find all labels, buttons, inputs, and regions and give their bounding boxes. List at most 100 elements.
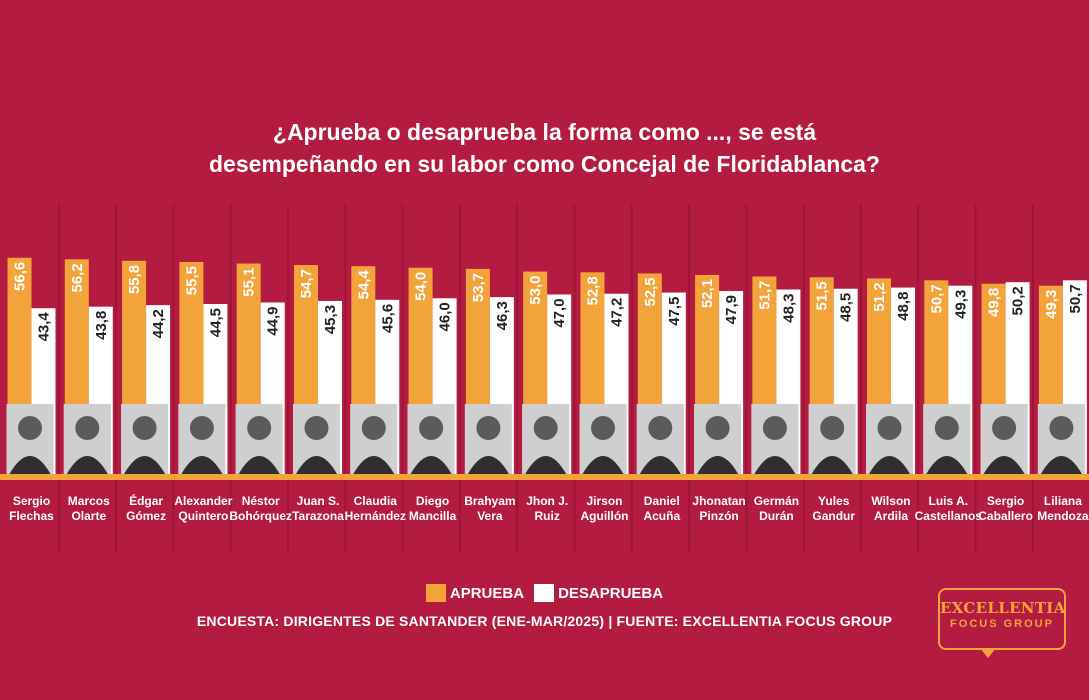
- value-label-desaprueba: 47,9: [723, 295, 740, 324]
- portrait-body: [410, 456, 452, 474]
- portrait-body: [811, 456, 853, 474]
- category-label-first: Jirson: [586, 494, 622, 508]
- portrait-face: [1049, 416, 1074, 440]
- category-label-last: Gómez: [126, 509, 166, 523]
- category-label-first: Jhon J.: [526, 494, 568, 508]
- portrait-body: [296, 456, 337, 474]
- category-label-first: Yules: [818, 494, 850, 508]
- value-label-aprueba: 52,8: [585, 276, 602, 305]
- category-label-first: Luis A.: [929, 494, 969, 508]
- category-label-last: Gandur: [812, 509, 855, 523]
- value-label-aprueba: 54,0: [413, 272, 430, 301]
- portrait-face: [762, 416, 787, 440]
- portrait-face: [877, 416, 902, 440]
- category-label-last: Quintero: [178, 509, 228, 523]
- category-label-last: Bohórquez: [229, 509, 292, 523]
- value-label-aprueba: 51,2: [871, 282, 888, 311]
- value-label-desaprueba: 47,5: [666, 297, 683, 326]
- category-label-first: Diego: [416, 494, 449, 508]
- category-label-last: Olarte: [71, 509, 106, 523]
- portrait-face: [591, 416, 615, 440]
- portrait-body: [983, 456, 1025, 474]
- category-label-first: Néstor: [242, 494, 280, 508]
- value-label-desaprueba: 47,0: [551, 298, 568, 327]
- category-label-first: Liliana: [1044, 494, 1082, 508]
- portrait-face: [18, 416, 42, 440]
- category-label-first: Wilson: [871, 494, 910, 508]
- chart-title: ¿Aprueba o desaprueba la forma como ...,…: [0, 116, 1089, 180]
- legend-swatch-aprueba: [425, 584, 446, 602]
- portrait-body: [926, 456, 968, 474]
- portrait-body: [9, 456, 51, 474]
- chart-title-line1: ¿Aprueba o desaprueba la forma como ...,…: [272, 119, 817, 145]
- category-label-first: Sergio: [987, 494, 1024, 508]
- value-label-aprueba: 51,5: [814, 281, 831, 310]
- portrait-body: [66, 456, 108, 474]
- portrait-body: [181, 456, 223, 474]
- portrait-face: [934, 416, 959, 440]
- category-label-last: Ardila: [874, 509, 908, 523]
- value-label-aprueba: 52,1: [699, 279, 716, 308]
- value-label-aprueba: 49,3: [1043, 290, 1060, 319]
- value-label-desaprueba: 50,7: [1067, 284, 1084, 313]
- category-label-last: Mendoza: [1037, 509, 1089, 523]
- value-label-aprueba: 55,8: [126, 265, 143, 294]
- value-label-aprueba: 51,7: [756, 281, 773, 310]
- value-label-desaprueba: 43,4: [36, 312, 53, 342]
- value-label-aprueba: 56,6: [12, 262, 29, 291]
- value-label-desaprueba: 46,3: [494, 301, 511, 330]
- value-label-desaprueba: 45,3: [322, 305, 339, 334]
- portrait-body: [353, 456, 395, 474]
- category-label-last: Castellanos: [915, 509, 983, 523]
- baseline-band: [0, 474, 1089, 480]
- value-label-aprueba: 53,0: [527, 276, 544, 305]
- legend: APRUEBA DESAPRUEBA: [0, 584, 1089, 602]
- category-label-last: Hernández: [345, 509, 406, 523]
- category-label-last: Caballero: [978, 509, 1033, 523]
- value-label-desaprueba: 48,5: [838, 293, 855, 322]
- value-label-aprueba: 50,7: [928, 284, 945, 313]
- value-label-desaprueba: 44,2: [150, 309, 167, 338]
- portrait-face: [132, 416, 157, 440]
- portrait-body: [467, 456, 509, 474]
- legend-item-aprueba: APRUEBA: [425, 584, 525, 602]
- logo-speech-tail: [980, 648, 996, 658]
- portrait-face: [533, 416, 558, 440]
- portrait-body: [124, 456, 166, 474]
- portrait-face: [189, 416, 214, 440]
- category-label-first: Daniel: [644, 494, 680, 508]
- portrait-face: [992, 416, 1017, 440]
- portrait-face: [820, 416, 845, 440]
- category-label-first: Claudia: [354, 494, 398, 508]
- portrait-face: [419, 416, 444, 440]
- portrait-body: [754, 456, 796, 474]
- category-label-first: Marcos: [68, 494, 110, 508]
- legend-label-aprueba: APRUEBA: [449, 584, 525, 602]
- portrait-body: [1040, 456, 1082, 474]
- value-label-aprueba: 54,4: [355, 270, 372, 300]
- value-label-aprueba: 54,7: [298, 269, 315, 298]
- value-label-aprueba: 53,7: [470, 273, 487, 302]
- value-label-desaprueba: 49,3: [952, 290, 969, 319]
- category-label-last: Flechas: [9, 509, 54, 523]
- category-label-first: Juan S.: [297, 494, 340, 508]
- value-label-desaprueba: 48,3: [780, 293, 797, 322]
- category-label-first: Jhonatan: [692, 494, 745, 508]
- chart-title-line2: desempeñando en su labor como Concejal d…: [209, 151, 880, 177]
- category-label-last: Aguillón: [581, 509, 629, 523]
- category-label-first: Édgar: [129, 493, 163, 508]
- category-label-last: Tarazona: [292, 509, 344, 523]
- portrait-face: [304, 416, 329, 440]
- category-label-last: Ruiz: [535, 509, 560, 523]
- logo-line2: FOCUS GROUP: [950, 618, 1054, 630]
- value-label-desaprueba: 46,0: [437, 302, 454, 331]
- value-label-desaprueba: 50,2: [1010, 286, 1027, 315]
- category-label-last: Pinzón: [699, 509, 738, 523]
- portrait-body: [639, 456, 681, 474]
- legend-item-desaprueba: DESAPRUEBA: [534, 584, 663, 602]
- category-label-first: Brahyam: [464, 494, 515, 508]
- category-label-first: Sergio: [13, 494, 50, 508]
- category-label-last: Durán: [759, 509, 794, 523]
- portrait-face: [75, 416, 100, 440]
